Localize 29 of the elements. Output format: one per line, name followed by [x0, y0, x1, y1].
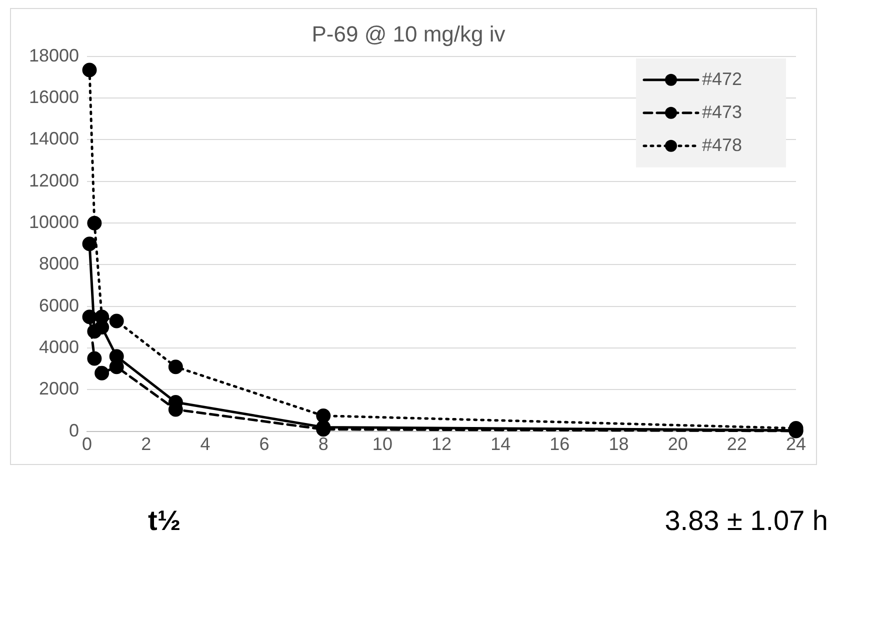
x-tick-label: 14	[490, 434, 511, 454]
y-tick-label: 8000	[39, 254, 80, 274]
x-tick-label: 16	[550, 434, 570, 454]
y-tick-label: 0	[69, 420, 80, 440]
y-tick-label: 2000	[39, 378, 80, 399]
y-tick-label: 10000	[28, 212, 80, 232]
y-tick-label: 14000	[28, 128, 80, 149]
text: 3.83 ± 1.07 h	[664, 505, 828, 537]
x-tick-label: 8	[318, 434, 328, 454]
x-tick-label: 12	[432, 434, 452, 454]
chart-title: P-69 @ 10 mg/kg iv	[312, 21, 506, 46]
y-tick-label: 12000	[28, 170, 80, 190]
x-tick-label: 0	[82, 434, 92, 454]
text: t½	[148, 505, 181, 537]
x-tick-label: 4	[200, 434, 210, 454]
y-tick-label: 6000	[39, 295, 80, 316]
x-tick-label: 24	[786, 434, 806, 454]
y-tick-label: 18000	[28, 45, 80, 66]
legend-label: #472	[702, 68, 742, 89]
y-tick-label: 4000	[39, 337, 80, 358]
x-tick-label: 18	[608, 434, 629, 454]
legend-label: #478	[702, 134, 742, 155]
x-tick-label: 6	[259, 434, 270, 454]
x-tick-label: 10	[372, 434, 392, 454]
legend-label: #473	[702, 102, 742, 122]
y-tick-label: 16000	[28, 87, 80, 108]
x-tick-label: 20	[668, 434, 688, 454]
x-tick-label: 22	[726, 434, 747, 454]
x-tick-label: 2	[141, 434, 152, 454]
